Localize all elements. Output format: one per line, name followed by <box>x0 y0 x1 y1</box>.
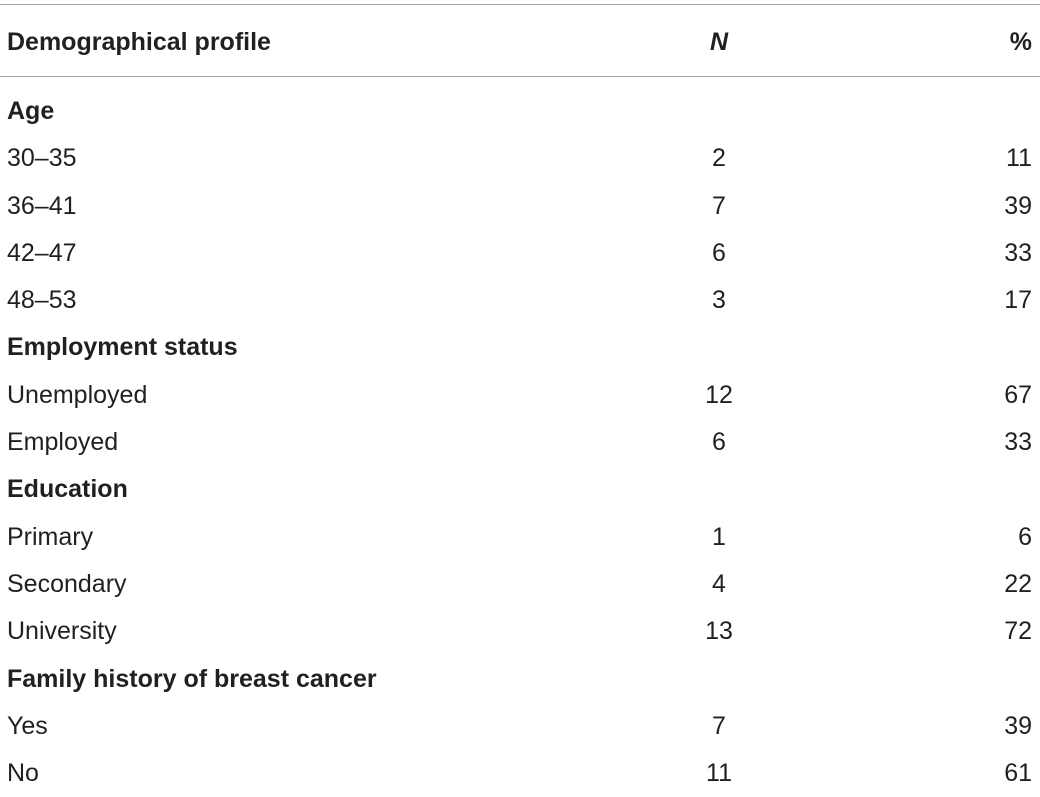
section-heading-row: Age <box>0 88 1040 135</box>
cell-percent: 22 <box>1004 569 1032 598</box>
cell-n: 2 <box>712 144 726 173</box>
cell-n: 1 <box>712 522 726 551</box>
table-header-row: Demographical profile N % <box>0 17 1040 67</box>
row-label: Primary <box>7 522 94 551</box>
section-heading-row: Employment status <box>0 324 1040 371</box>
row-label: 42–47 <box>7 238 77 267</box>
table-row: Unemployed 12 67 <box>0 372 1040 419</box>
header-demographical-profile: Demographical profile <box>7 28 271 56</box>
section-heading-label: Education <box>7 475 128 504</box>
cell-percent: 33 <box>1004 238 1032 267</box>
table-row: 36–41 7 39 <box>0 183 1040 230</box>
cell-n: 13 <box>705 617 733 646</box>
row-label: No <box>7 759 39 788</box>
cell-n: 6 <box>712 238 726 267</box>
row-label: 30–35 <box>7 144 77 173</box>
cell-n: 6 <box>712 428 726 457</box>
table-row: University 13 72 <box>0 608 1040 655</box>
row-label: Unemployed <box>7 380 148 409</box>
cell-percent: 33 <box>1004 428 1032 457</box>
row-label: University <box>7 617 117 646</box>
section-heading-row: Family history of breast cancer <box>0 656 1040 703</box>
row-label: Employed <box>7 428 119 457</box>
section-heading-row: Education <box>0 466 1040 513</box>
cell-percent: 17 <box>1004 286 1032 315</box>
section-heading-label: Family history of breast cancer <box>7 664 377 693</box>
section-heading-label: Age <box>7 97 55 125</box>
cell-percent: 11 <box>1006 144 1032 173</box>
cell-percent: 61 <box>1004 759 1032 788</box>
table-row: 42–47 6 33 <box>0 230 1040 277</box>
table-body: Age 30–35 2 11 36–41 7 39 42–47 6 33 48–53 3 17 Emplo… <box>0 88 1040 797</box>
row-label: 36–41 <box>7 191 77 220</box>
table-row: Primary 1 6 <box>0 514 1040 561</box>
table-row: Yes 7 39 <box>0 703 1040 750</box>
row-label: Secondary <box>7 569 127 598</box>
table-top-rule <box>0 4 1040 5</box>
cell-percent: 39 <box>1004 191 1032 220</box>
cell-n: 4 <box>712 569 726 598</box>
header-percent: % <box>1009 28 1032 56</box>
cell-percent: 67 <box>1004 380 1032 409</box>
cell-n: 11 <box>706 759 732 788</box>
cell-percent: 6 <box>1018 522 1032 551</box>
cell-percent: 72 <box>1004 617 1032 646</box>
header-n: N <box>709 28 729 56</box>
row-label: Yes <box>7 711 48 740</box>
cell-n: 12 <box>705 380 733 409</box>
table-row: 30–35 2 11 <box>0 135 1040 182</box>
row-label: 48–53 <box>7 286 77 315</box>
cell-n: 3 <box>712 286 726 315</box>
table-row: Employed 6 33 <box>0 419 1040 466</box>
table-row: 48–53 3 17 <box>0 277 1040 324</box>
table-header-rule <box>0 76 1040 77</box>
section-heading-label: Employment status <box>7 333 238 362</box>
cell-n: 7 <box>712 711 726 740</box>
table-row: No 11 61 <box>0 750 1040 797</box>
cell-percent: 39 <box>1004 711 1032 740</box>
table-row: Secondary 4 22 <box>0 561 1040 608</box>
cell-n: 7 <box>712 191 726 220</box>
